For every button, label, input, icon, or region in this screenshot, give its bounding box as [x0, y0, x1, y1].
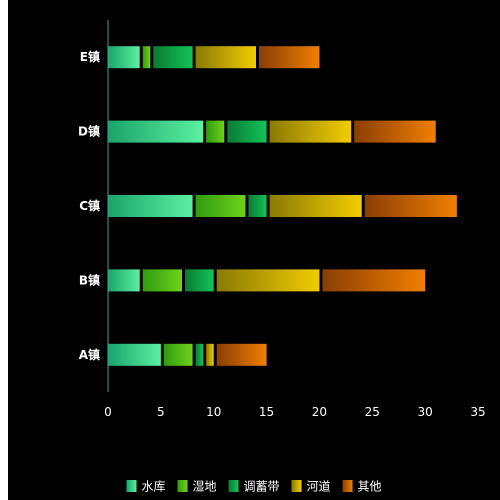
legend-swatch — [291, 480, 302, 492]
bar-segment[interactable] — [216, 269, 320, 292]
y-tick-label: A镇 — [79, 347, 100, 362]
bar-segment[interactable] — [108, 343, 161, 366]
y-axis: A镇 B镇 C镇 D镇 E镇 — [78, 20, 109, 392]
legend-swatch — [177, 480, 188, 492]
x-tick-label: 5 — [157, 405, 165, 419]
x-tick-label: 20 — [312, 405, 327, 419]
chart-panel: A镇 B镇 C镇 D镇 E镇 0 5 10 15 20 25 30 35 水库 湿地 调蓄带 河道 其他 — [8, 0, 500, 500]
bar-segment[interactable] — [206, 120, 225, 143]
legend-label: 湿地 — [193, 479, 217, 494]
bar-segment[interactable] — [227, 120, 267, 143]
legend: 水库 湿地 调蓄带 河道 其他 — [126, 479, 382, 494]
x-tick-label: 30 — [418, 405, 433, 419]
bar-segment[interactable] — [142, 269, 182, 292]
bar-segment[interactable] — [185, 269, 214, 292]
bar-segment[interactable] — [322, 269, 426, 292]
legend-label: 水库 — [142, 479, 166, 494]
legend-swatch — [126, 480, 137, 492]
y-tick-label: E镇 — [80, 49, 100, 64]
y-tick-label: C镇 — [79, 198, 100, 213]
bar-segment[interactable] — [108, 195, 193, 217]
bar-segment[interactable] — [163, 343, 193, 366]
bar-segment[interactable] — [354, 120, 436, 143]
legend-swatch — [342, 480, 353, 492]
x-tick-label: 10 — [206, 405, 221, 419]
bar-segment[interactable] — [108, 269, 140, 292]
legend-swatch — [228, 480, 239, 492]
legend-label: 调蓄带 — [244, 480, 280, 494]
x-axis: 0 5 10 15 20 25 30 35 — [104, 405, 485, 419]
bar-segment[interactable] — [248, 195, 267, 217]
bar-segment[interactable] — [195, 195, 246, 217]
bars-layer — [108, 46, 457, 366]
bar-segment[interactable] — [108, 46, 140, 69]
x-tick-label: 15 — [259, 405, 274, 419]
bar-segment[interactable] — [142, 46, 151, 69]
bar-segment[interactable] — [153, 46, 193, 69]
legend-item[interactable]: 调蓄带 — [228, 480, 280, 494]
y-tick-label: D镇 — [78, 124, 100, 139]
x-tick-label: 0 — [104, 405, 112, 419]
y-tick-label: B镇 — [79, 272, 100, 287]
legend-item[interactable]: 水库 — [126, 479, 166, 494]
bar-segment[interactable] — [206, 343, 214, 366]
bar-segment[interactable] — [269, 120, 352, 143]
legend-item[interactable]: 湿地 — [177, 479, 217, 494]
bar-segment[interactable] — [364, 195, 457, 217]
bar-segment[interactable] — [269, 195, 362, 217]
stacked-bar-chart: A镇 B镇 C镇 D镇 E镇 0 5 10 15 20 25 30 35 水库 湿地 调蓄带 河道 其他 — [78, 20, 486, 494]
bar-segment[interactable] — [195, 343, 204, 366]
legend-item[interactable]: 河道 — [291, 480, 331, 494]
legend-item[interactable]: 其他 — [342, 480, 382, 494]
bar-segment[interactable] — [259, 46, 320, 69]
x-tick-label: 35 — [470, 405, 485, 419]
bar-segment[interactable] — [195, 46, 256, 69]
bar-segment[interactable] — [108, 120, 204, 143]
legend-label: 其他 — [358, 480, 382, 494]
bar-segment[interactable] — [216, 343, 267, 366]
legend-label: 河道 — [307, 480, 331, 494]
x-tick-label: 25 — [365, 405, 380, 419]
